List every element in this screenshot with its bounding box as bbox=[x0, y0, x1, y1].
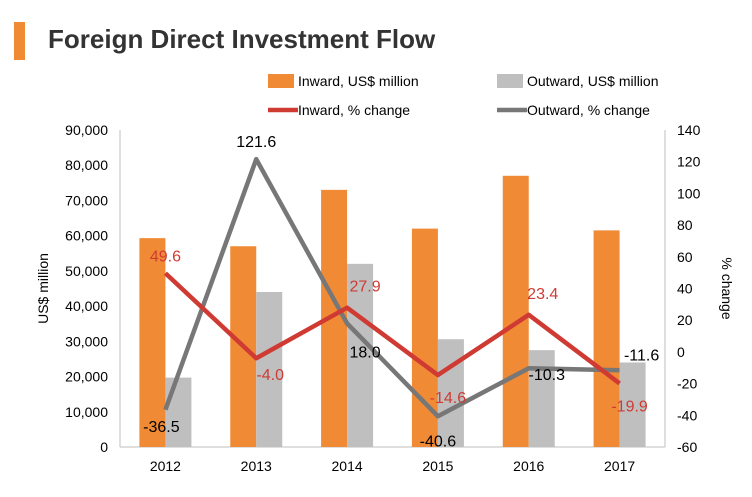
legend-inward-bar-swatch bbox=[268, 74, 294, 88]
inward-change-label: 23.4 bbox=[527, 286, 558, 303]
y-axis-title: US$ million bbox=[35, 253, 51, 324]
inward-change-label: 49.6 bbox=[150, 248, 181, 265]
y-tick-label: 0 bbox=[100, 439, 108, 455]
bar-outward bbox=[256, 292, 283, 447]
outward-change-label: -40.6 bbox=[420, 433, 457, 450]
line-outward-change bbox=[163, 156, 620, 419]
y-tick-label: 40,000 bbox=[65, 298, 108, 314]
y2-tick-label: 0 bbox=[677, 344, 685, 360]
y2-tick-label: -40 bbox=[677, 407, 697, 423]
outward-change-label: -10.3 bbox=[529, 367, 566, 384]
y-tick-label: 20,000 bbox=[65, 369, 108, 385]
bar-inward bbox=[502, 175, 529, 448]
y2-tick-label: 140 bbox=[677, 122, 701, 138]
y-tick-label: 50,000 bbox=[65, 263, 108, 279]
y2-tick-label: 100 bbox=[677, 185, 701, 201]
bar-inward bbox=[593, 230, 620, 447]
x-tick-label: 2017 bbox=[604, 458, 635, 474]
y-tick-label: 30,000 bbox=[65, 333, 108, 349]
y-tick-label: 90,000 bbox=[65, 122, 108, 138]
bar-outward bbox=[619, 362, 646, 447]
outward-change-label: -11.6 bbox=[624, 347, 659, 364]
inward-change-label: 27.9 bbox=[350, 279, 381, 296]
y2-tick-label: 40 bbox=[677, 281, 693, 297]
bar-inward bbox=[139, 238, 166, 447]
y-tick-label: 70,000 bbox=[65, 192, 108, 208]
legend-outward-bar-label: Outward, US$ million bbox=[527, 73, 659, 89]
inward-change-label: -14.6 bbox=[430, 390, 467, 407]
y-tick-label: 10,000 bbox=[65, 404, 108, 420]
legend-outward-line-label: Outward, % change bbox=[527, 102, 650, 118]
inward-change-label: -4.0 bbox=[256, 367, 284, 384]
y-tick-label: 80,000 bbox=[65, 157, 108, 173]
y2-axis-title: % change bbox=[719, 257, 735, 319]
bar-outward bbox=[528, 350, 555, 447]
y2-tick-label: 120 bbox=[677, 154, 701, 170]
y-tick-label: 60,000 bbox=[65, 228, 108, 244]
y2-tick-label: 80 bbox=[677, 217, 693, 233]
x-tick-label: 2012 bbox=[150, 458, 181, 474]
bar-outward bbox=[165, 377, 192, 447]
inward-change-label: -19.9 bbox=[611, 398, 648, 415]
y2-tick-label: 60 bbox=[677, 249, 693, 265]
y2-tick-label: -60 bbox=[677, 439, 697, 455]
x-tick-label: 2015 bbox=[422, 458, 453, 474]
y2-tick-label: -20 bbox=[677, 376, 697, 392]
chart-title: Foreign Direct Investment Flow bbox=[48, 24, 436, 54]
title-accent-bar bbox=[14, 22, 25, 60]
legend-outward-bar-swatch bbox=[497, 74, 523, 88]
outward-change-label: -36.5 bbox=[143, 419, 180, 436]
bar-outward bbox=[437, 339, 464, 447]
line-inward-change bbox=[163, 271, 621, 386]
x-tick-label: 2013 bbox=[241, 458, 272, 474]
outward-change-label: 18.0 bbox=[350, 344, 381, 361]
legend-inward-line-label: Inward, % change bbox=[298, 102, 410, 118]
x-tick-label: 2016 bbox=[513, 458, 544, 474]
bar-outward bbox=[347, 263, 374, 447]
outward-change-label: 121.6 bbox=[236, 134, 276, 151]
legend-inward-bar-label: Inward, US$ million bbox=[298, 73, 419, 89]
y2-tick-label: 20 bbox=[677, 312, 693, 328]
x-tick-label: 2014 bbox=[332, 458, 363, 474]
